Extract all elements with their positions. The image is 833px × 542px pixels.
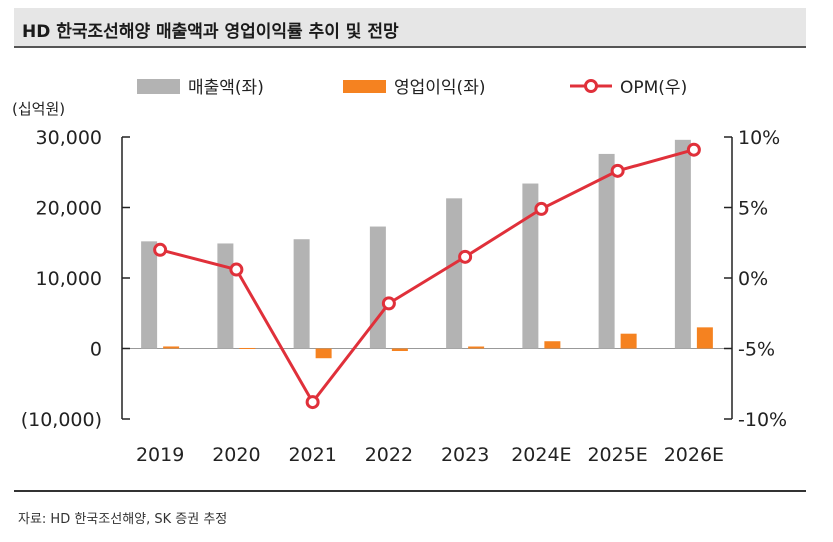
legend-swatch-opm-marker xyxy=(584,79,598,93)
x-tick-label: 2024E xyxy=(511,444,571,466)
opm-point xyxy=(686,142,701,157)
op-income-bar xyxy=(696,327,713,349)
right-tick-label: -5% xyxy=(738,339,775,361)
x-tick-label: 2025E xyxy=(587,444,647,466)
left-tick-label: (10,000) xyxy=(21,409,102,431)
left-axis-unit: (십억원) xyxy=(12,100,65,118)
legend-label-op-income: 영업이익(좌) xyxy=(394,78,485,98)
x-tick-label: 2026E xyxy=(664,444,724,466)
source-note: 자료: HD 한국조선해양, SK 증권 추정 xyxy=(18,512,228,527)
right-tick-label: 5% xyxy=(738,198,768,220)
legend-label-opm: OPM(우) xyxy=(620,78,687,98)
sales-bar xyxy=(369,226,386,349)
opm-point xyxy=(534,201,549,216)
right-tick-label: 0% xyxy=(738,268,768,290)
bottom-rule xyxy=(14,490,806,492)
op-income-bar xyxy=(544,341,561,349)
sales-bar xyxy=(598,153,615,349)
sales-bar xyxy=(674,139,691,349)
opm-line xyxy=(159,148,695,405)
opm-point xyxy=(153,242,168,257)
op-income-bar xyxy=(391,348,408,352)
x-tick-label: 2022 xyxy=(365,444,413,466)
op-income-bar xyxy=(620,333,637,349)
op-income-bar xyxy=(468,346,485,349)
sales-bar xyxy=(141,241,158,349)
legend-swatch-sales xyxy=(137,79,180,94)
legend-label-sales: 매출액(좌) xyxy=(188,78,264,98)
op-income-bar xyxy=(315,348,332,359)
opm-point xyxy=(229,262,244,277)
left-tick-label: 20,000 xyxy=(36,198,102,220)
opm-point xyxy=(305,395,320,410)
sales-bar xyxy=(446,198,463,349)
opm-point xyxy=(458,249,473,264)
opm-point xyxy=(610,163,625,178)
sales-bar xyxy=(293,239,310,349)
op-income-bar xyxy=(163,346,180,349)
right-tick-label: 10% xyxy=(738,127,780,149)
chart-title: HD 한국조선해양 매출액과 영업이익률 추이 및 전망 xyxy=(22,22,399,42)
title-bar: HD 한국조선해양 매출액과 영업이익률 추이 및 전망 xyxy=(14,8,806,48)
sales-bar xyxy=(217,243,234,349)
legend-swatch-op-income xyxy=(343,80,386,93)
op-income-bar xyxy=(239,347,256,349)
x-tick-label: 2021 xyxy=(288,444,336,466)
sales-bar xyxy=(522,183,539,349)
x-tick-label: 2019 xyxy=(136,444,184,466)
x-tick-label: 2023 xyxy=(441,444,489,466)
x-tick-label: 2020 xyxy=(212,444,260,466)
right-tick-label: -10% xyxy=(738,409,787,431)
opm-point xyxy=(381,296,396,311)
left-tick-label: 30,000 xyxy=(36,127,102,149)
left-tick-label: 0 xyxy=(90,339,102,361)
left-tick-label: 10,000 xyxy=(36,268,102,290)
